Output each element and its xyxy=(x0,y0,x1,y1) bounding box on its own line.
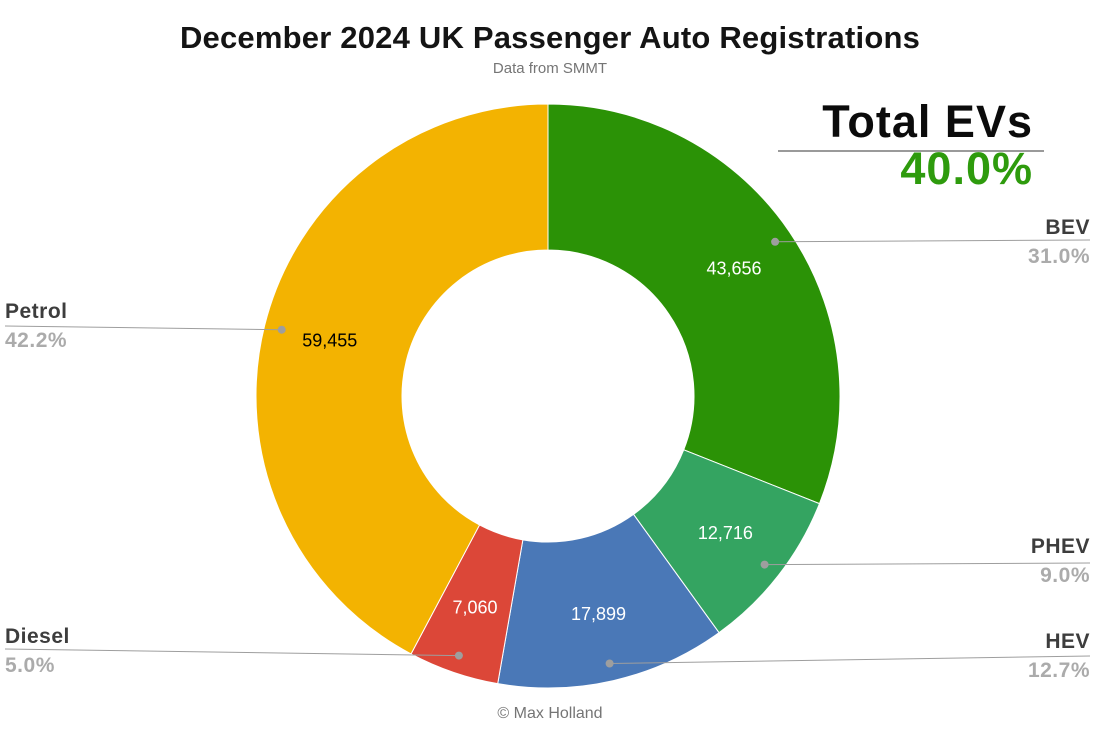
page-subtitle: Data from SMMT xyxy=(492,60,608,77)
slice-callout-name-phev: PHEV xyxy=(1030,535,1090,558)
total-evs-value: 40.0% xyxy=(900,143,1033,194)
pie-slice-bev[interactable] xyxy=(547,103,841,505)
callout-line-petrol xyxy=(4,325,282,331)
total-evs-underline xyxy=(778,150,1044,152)
page-title: December 2024 UK Passenger Auto Registra… xyxy=(179,20,921,55)
slice-value-label-diesel: 7,060 xyxy=(452,597,497,617)
pie-slice-petrol[interactable] xyxy=(255,103,549,655)
total-evs-label: Total EVs xyxy=(822,96,1033,147)
callout-line-hev xyxy=(609,655,1091,664)
slice-callout-name-petrol: Petrol xyxy=(5,300,68,323)
slice-callout-hev: HEV 12.7% xyxy=(1028,631,1090,681)
slice-callout-diesel: Diesel 5.0% xyxy=(5,626,70,676)
slice-callout-phev: PHEV 9.0% xyxy=(1031,536,1090,586)
slice-callout-bev: BEV 31.0% xyxy=(1028,217,1090,267)
callout-dot-phev xyxy=(760,560,769,569)
slice-callout-pct-bev: 31.0% xyxy=(1027,245,1090,268)
slice-callout-pct-diesel: 5.0% xyxy=(5,654,55,677)
slice-value-label-petrol: 59,455 xyxy=(302,330,357,350)
pie-slice-hev[interactable] xyxy=(497,513,720,689)
slice-callout-petrol: Petrol 42.2% xyxy=(5,301,68,351)
slice-callout-pct-hev: 12.7% xyxy=(1027,659,1090,682)
callout-line-diesel xyxy=(4,648,459,657)
slice-callout-name-diesel: Diesel xyxy=(5,625,70,648)
callout-line-phev xyxy=(764,562,1091,566)
slice-value-label-hev: 17,899 xyxy=(571,604,626,624)
callout-dot-petrol xyxy=(277,325,286,334)
callout-line-bev xyxy=(775,239,1091,243)
slice-callout-pct-phev: 9.0% xyxy=(1040,564,1090,587)
slice-value-label-bev: 43,656 xyxy=(706,258,761,278)
slice-callout-name-bev: BEV xyxy=(1045,216,1090,239)
slice-callout-pct-petrol: 42.2% xyxy=(5,329,68,352)
slice-callout-name-hev: HEV xyxy=(1045,630,1090,653)
callout-dot-diesel xyxy=(454,651,463,660)
callout-dot-hev xyxy=(605,659,614,668)
footer-credit: © Max Holland xyxy=(497,705,603,722)
callout-dot-bev xyxy=(771,237,780,246)
slice-value-label-phev: 12,716 xyxy=(698,523,753,543)
